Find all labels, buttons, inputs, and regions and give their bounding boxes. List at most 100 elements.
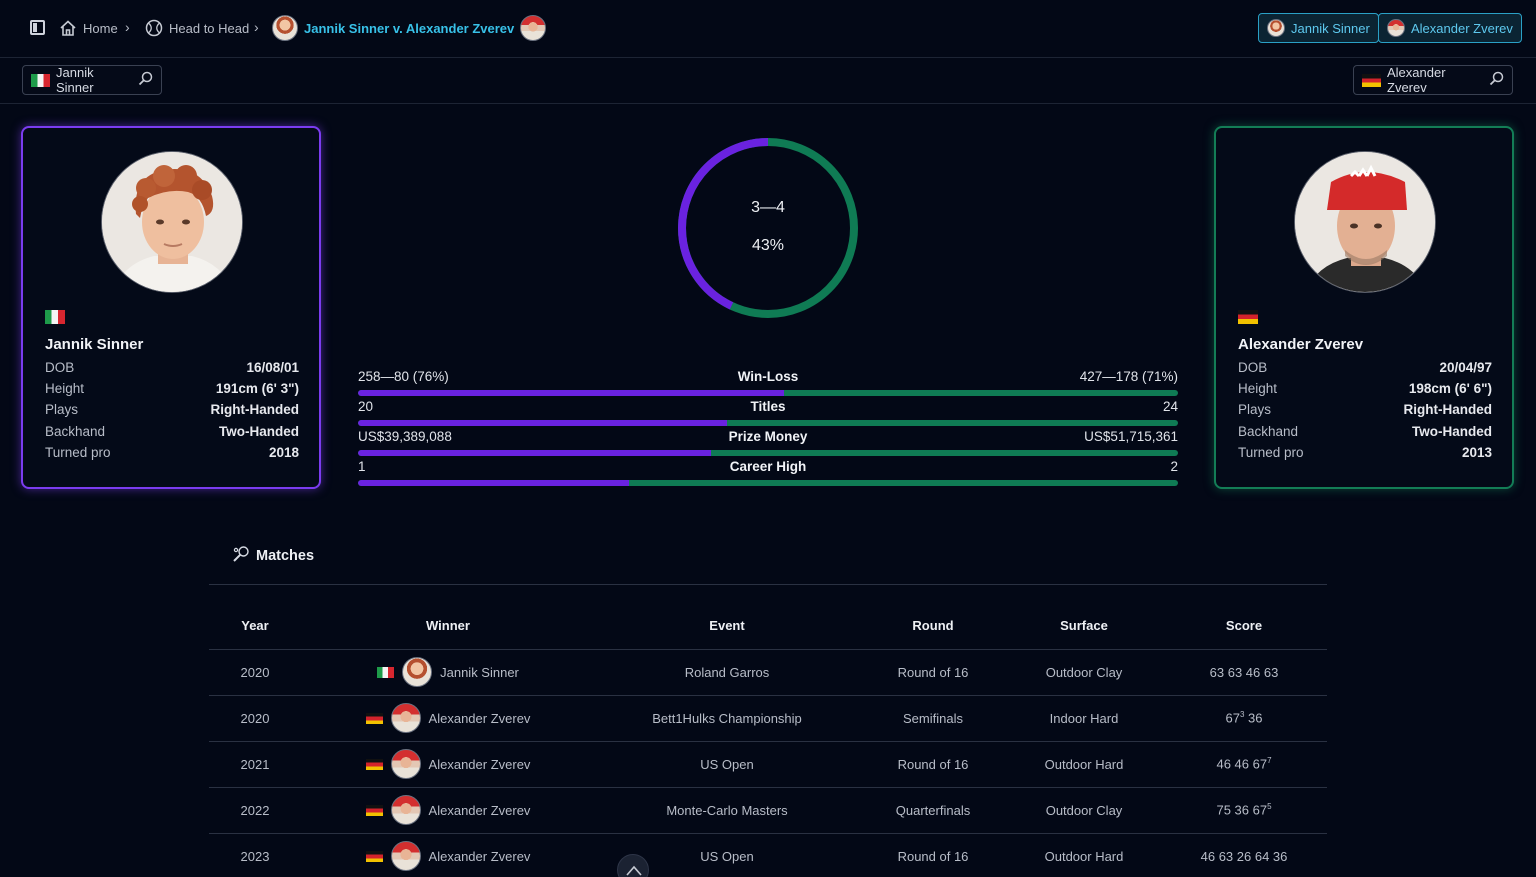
info-value: 191cm (6' 3"): [215, 381, 299, 397]
comparison-label: Win-Loss: [737, 369, 799, 384]
comparison-bar: [358, 390, 1178, 396]
winner-avatar: [402, 657, 433, 687]
breadcrumb-head-to-head[interactable]: Head to Head: [145, 17, 249, 39]
matches-title: Matches: [256, 548, 315, 564]
player1-search-value: Jannik Sinner: [56, 65, 94, 95]
top-bar: Home › Head to Head › Jannik Sinner v. A…: [0, 0, 1536, 58]
round-cell: Semifinals: [859, 695, 1007, 742]
comparison-left-value: 1: [358, 459, 366, 474]
score-cell: 673 36: [1161, 695, 1327, 742]
player2-search-input[interactable]: Alexander Zverev: [1353, 65, 1513, 95]
winner-cell: Alexander Zverev: [301, 787, 595, 834]
score-text: 75 36 67: [1216, 802, 1268, 818]
column-header[interactable]: Round: [859, 603, 1007, 650]
flag-germany-icon: [1362, 73, 1381, 87]
avatar-zverev: [1387, 19, 1405, 37]
info-value: 16/08/01: [246, 360, 299, 375]
winner-name[interactable]: Jannik Sinner: [440, 664, 519, 680]
table-row[interactable]: 2020 Jannik Sinner Roland Garros Round of 1…: [209, 649, 1327, 696]
scroll-to-top-button[interactable]: [617, 854, 649, 877]
breadcrumb-home[interactable]: Home: [59, 17, 118, 39]
player1-info: DOB 16/08/01 Height 191cm (6' 3") Plays Right…: [45, 360, 299, 466]
column-header[interactable]: Year: [209, 603, 301, 650]
player2-info: DOB 20/04/97 Height 198cm (6' 6") Plays Right…: [1238, 360, 1492, 466]
info-label: Turned pro: [1238, 444, 1304, 460]
column-header[interactable]: Surface: [1007, 603, 1161, 650]
column-header[interactable]: Winner: [301, 603, 595, 650]
player-chip-label: Jannik Sinner: [1291, 20, 1370, 36]
search-icon[interactable]: [138, 71, 153, 89]
player-chip-zverev[interactable]: Alexander Zverev: [1378, 13, 1522, 43]
info-row: Height 191cm (6' 3"): [45, 381, 299, 402]
info-value: 198cm (6' 6"): [1408, 381, 1492, 397]
comparison-bar-fill: [358, 420, 727, 426]
info-row: DOB 20/04/97: [1238, 360, 1492, 381]
info-label: DOB: [45, 360, 75, 375]
info-row: Backhand Two-Handed: [45, 424, 299, 445]
flag-germany-icon: [1238, 310, 1258, 324]
search-icon[interactable]: [1489, 71, 1504, 89]
comparison-bar: [358, 480, 1178, 486]
year-cell: 2023: [209, 833, 301, 877]
info-row: Backhand Two-Handed: [1238, 424, 1492, 445]
winner-name[interactable]: Alexander Zverev: [428, 848, 531, 864]
score-text: 46 46 67: [1216, 756, 1268, 772]
h2h-record: 3—4: [751, 199, 785, 216]
winner-avatar: [390, 841, 421, 871]
score-text: 63 63 46 63: [1209, 664, 1279, 680]
tennis-racket-icon: [232, 545, 250, 567]
breadcrumb-home-label: Home: [83, 20, 118, 36]
winner-cell: Alexander Zverev: [301, 741, 595, 788]
comparison-row: 258—80 (76%) Win-Loss 427—178 (71%): [358, 369, 1178, 399]
table-row[interactable]: 2023 Alexander Zverev US Open Round of 16 Ou…: [209, 833, 1327, 877]
info-value: 2013: [1461, 444, 1492, 460]
event-cell: US Open: [595, 833, 859, 877]
comparison-bar-fill: [358, 450, 711, 456]
sidebar-toggle-icon[interactable]: [30, 20, 45, 35]
event-cell: Bett1Hulks Championship: [595, 695, 859, 742]
score-cell: 75 36 675: [1161, 787, 1327, 834]
player-chip-sinner[interactable]: Jannik Sinner: [1258, 13, 1379, 43]
column-header[interactable]: Event: [595, 603, 859, 650]
winner-name[interactable]: Alexander Zverev: [428, 802, 531, 818]
player1-card: Jannik Sinner DOB 16/08/01 Height 191cm (6'…: [21, 126, 321, 489]
divider: [209, 584, 1327, 585]
winner-cell: Alexander Zverev: [301, 833, 595, 877]
h2h-percentage: 43%: [751, 237, 785, 254]
avatar-sinner: [272, 15, 298, 41]
chevron-right-icon: ›: [125, 19, 130, 35]
table-row[interactable]: 2021 Alexander Zverev US Open Round of 16 Ou…: [209, 741, 1327, 788]
year-cell: 2020: [209, 695, 301, 742]
player2-card: Alexander Zverev DOB 20/04/97 Height 198cm …: [1214, 126, 1514, 489]
winner-name[interactable]: Alexander Zverev: [428, 710, 531, 726]
winner-cell: Alexander Zverev: [301, 695, 595, 742]
info-value: 2018: [268, 444, 299, 460]
flag-germany-icon: [365, 850, 383, 862]
breadcrumb-section-label: Head to Head: [169, 20, 250, 36]
score-text: 67: [1225, 710, 1240, 726]
info-label: Backhand: [45, 423, 106, 439]
table-row[interactable]: 2022 Alexander Zverev Monte-Carlo Masters Q…: [209, 787, 1327, 834]
surface-cell: Outdoor Hard: [1007, 833, 1161, 877]
round-cell: Round of 16: [859, 741, 1007, 788]
year-cell: 2020: [209, 649, 301, 696]
player1-search-input[interactable]: Jannik Sinner: [22, 65, 162, 95]
surface-cell: Outdoor Clay: [1007, 787, 1161, 834]
comparison-label: Titles: [750, 399, 786, 414]
stats-comparison: 258—80 (76%) Win-Loss 427—178 (71%) 20 Title…: [358, 369, 1178, 489]
info-label: Plays: [45, 402, 79, 418]
info-row: Plays Right-Handed: [45, 402, 299, 423]
round-cell: Quarterfinals: [859, 787, 1007, 834]
year-cell: 2022: [209, 787, 301, 834]
event-cell: Roland Garros: [595, 649, 859, 696]
breadcrumb-current: Jannik Sinner v. Alexander Zverev: [272, 15, 547, 41]
info-value: Two-Handed: [219, 423, 299, 439]
player2-name: Alexander Zverev: [1238, 336, 1364, 353]
winner-avatar: [390, 703, 421, 733]
column-header[interactable]: Score: [1161, 603, 1327, 650]
comparison-left-value: 20: [358, 399, 374, 414]
winner-name[interactable]: Alexander Zverev: [428, 756, 531, 772]
table-row[interactable]: 2020 Alexander Zverev Bett1Hulks Champions…: [209, 695, 1327, 742]
info-label: DOB: [1238, 360, 1268, 375]
comparison-label: Prize Money: [728, 429, 808, 444]
